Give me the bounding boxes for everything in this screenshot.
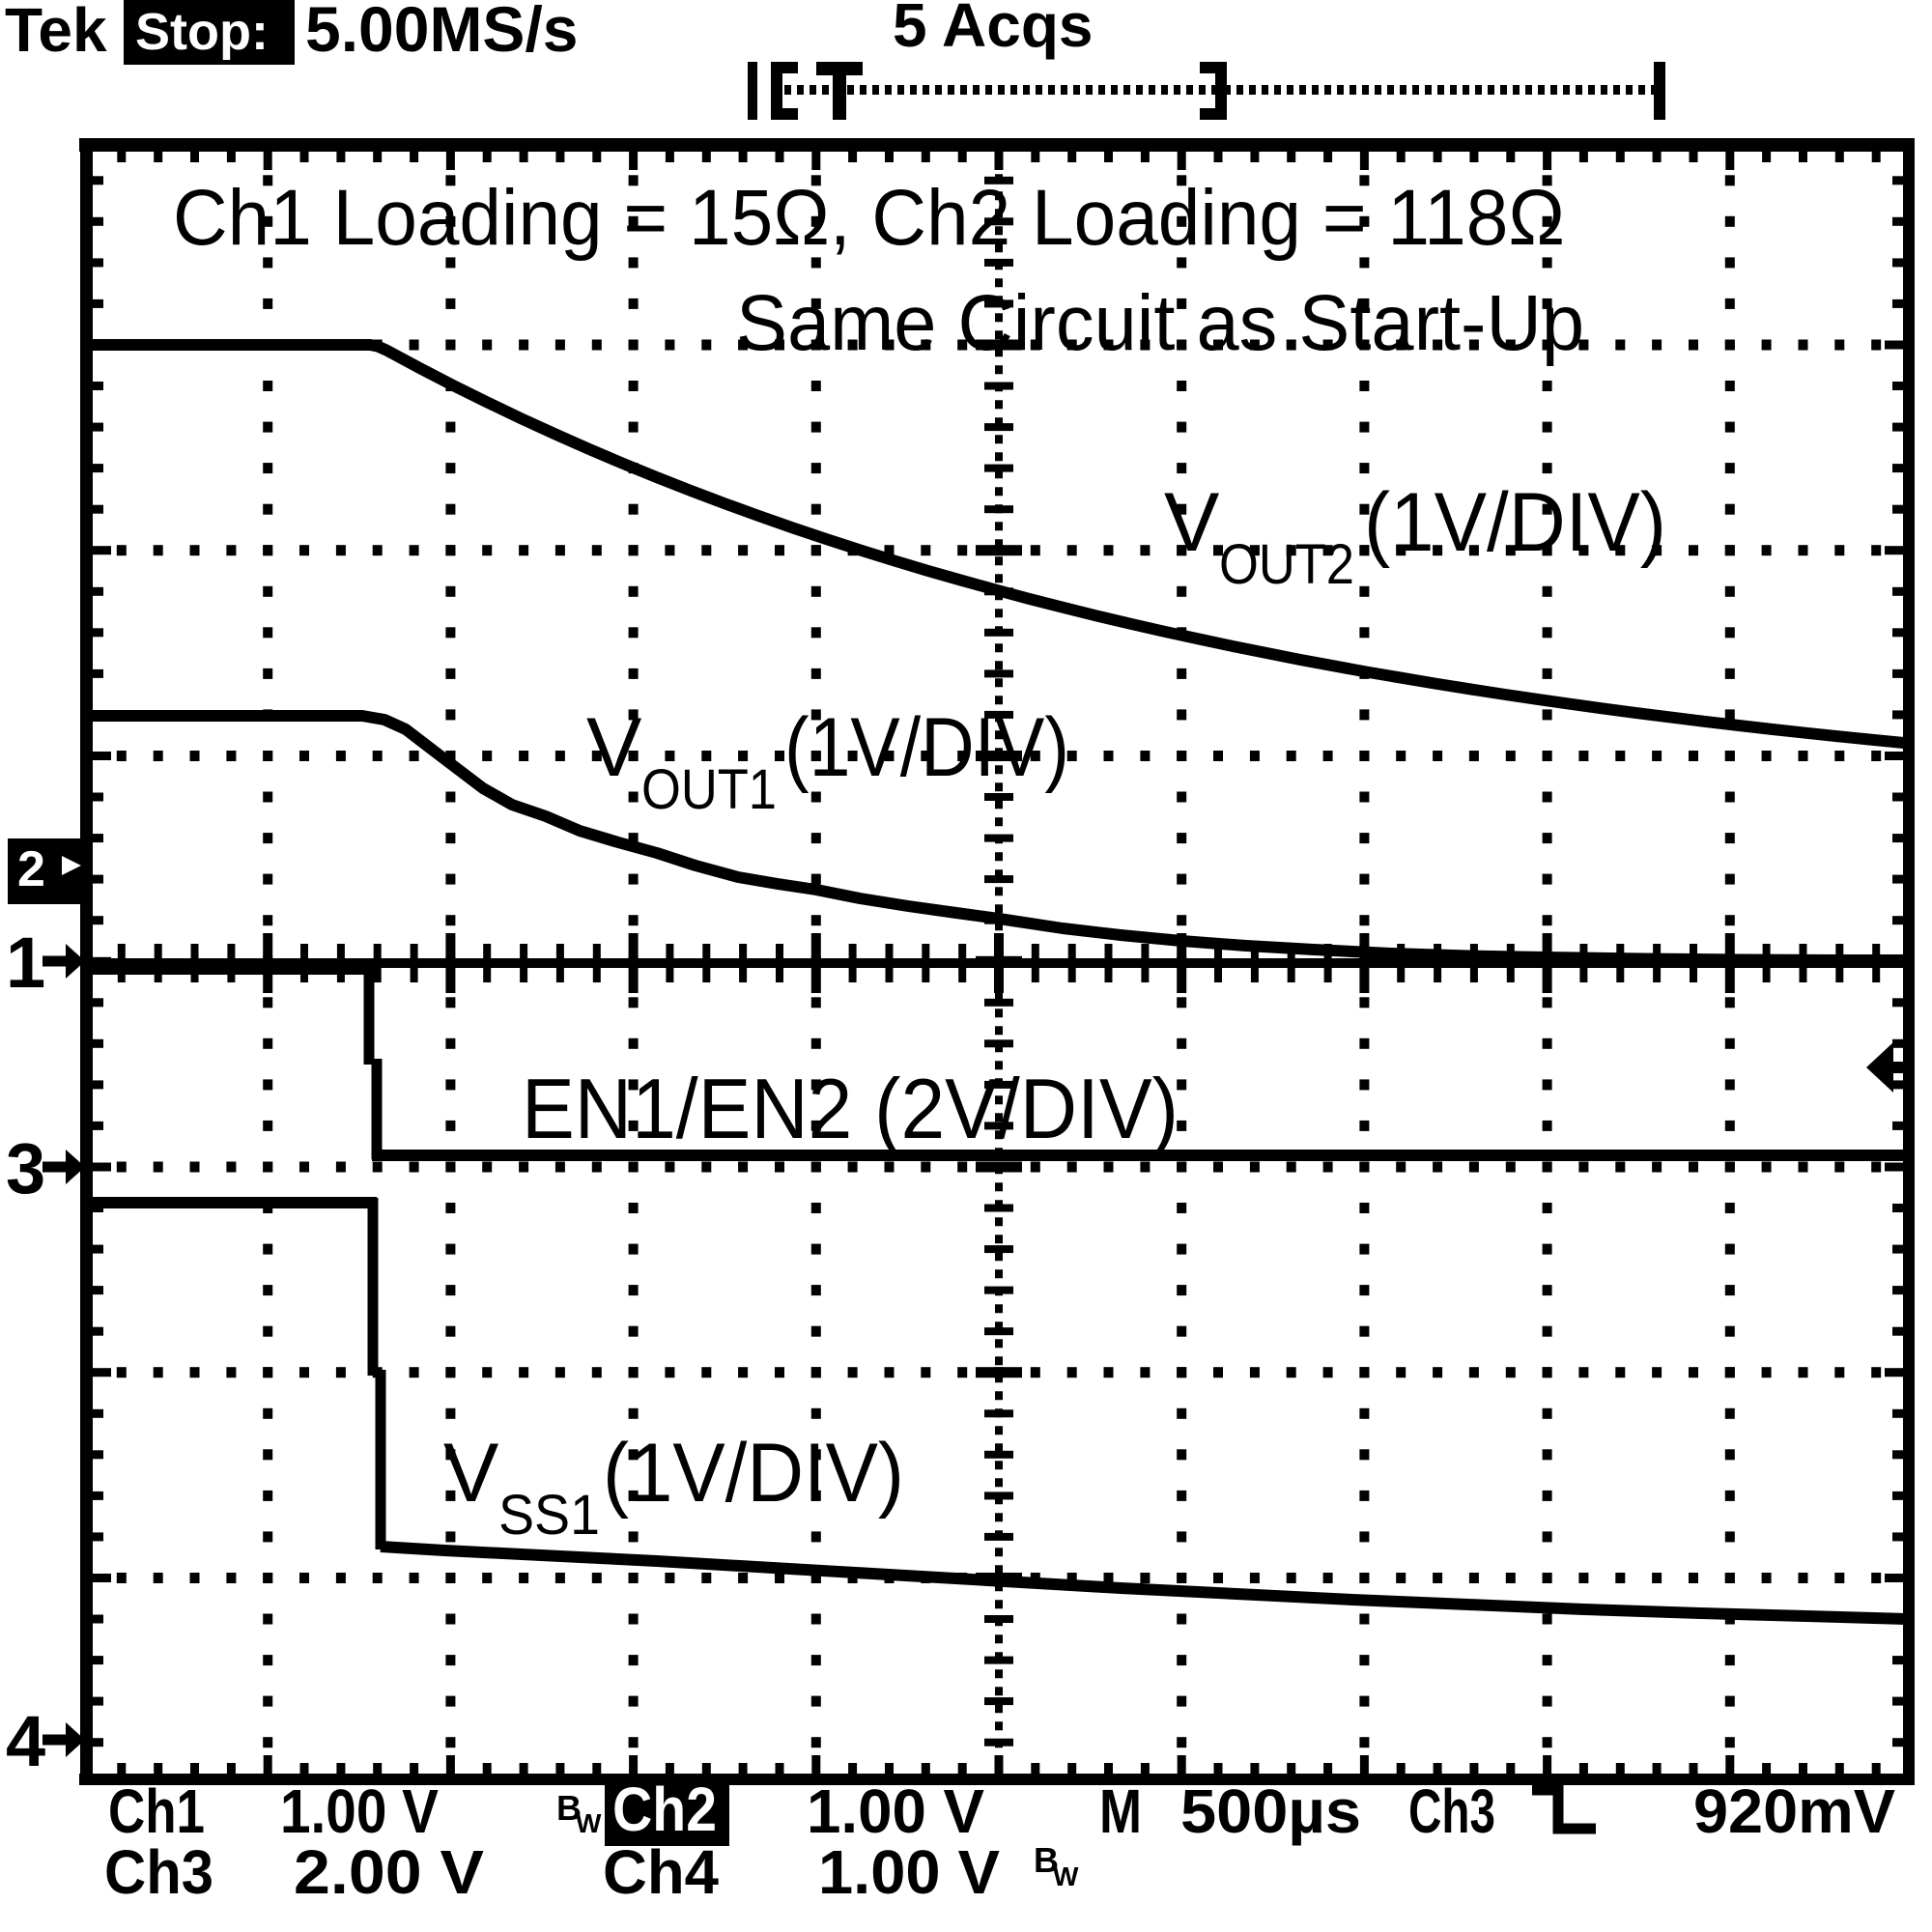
- svg-text:1.00 V: 1.00 V: [807, 1776, 984, 1846]
- svg-text:1.00 V: 1.00 V: [280, 1776, 439, 1846]
- svg-text:2: 2: [17, 841, 45, 897]
- svg-text:OUT2: OUT2: [1219, 533, 1354, 596]
- svg-text:SS1: SS1: [498, 1484, 600, 1547]
- svg-text:W: W: [1053, 1861, 1079, 1891]
- svg-text:3: 3: [6, 1128, 45, 1208]
- svg-text:Ch2: Ch2: [612, 1775, 717, 1844]
- svg-text:4: 4: [6, 1701, 45, 1781]
- svg-text:1: 1: [6, 923, 45, 1003]
- svg-text:500µs: 500µs: [1180, 1776, 1361, 1846]
- svg-text:920mV: 920mV: [1693, 1776, 1895, 1846]
- svg-text:Ch1 Loading = 15Ω, Ch2 Loading: Ch1 Loading = 15Ω, Ch2 Loading = 118Ω: [173, 174, 1565, 262]
- svg-text:5.00MS/s: 5.00MS/s: [305, 0, 579, 65]
- svg-text:Same Circuit as Start-Up: Same Circuit as Start-Up: [736, 279, 1584, 367]
- svg-text:Stop:: Stop:: [135, 3, 269, 61]
- svg-text:5 Acqs: 5 Acqs: [893, 0, 1094, 60]
- svg-text:Tek: Tek: [5, 0, 107, 65]
- svg-text:EN1/EN2 (2V/DIV): EN1/EN2 (2V/DIV): [522, 1061, 1179, 1156]
- svg-text:W: W: [576, 1808, 602, 1838]
- svg-text:(1V/DIV): (1V/DIV): [1364, 476, 1666, 569]
- svg-text:(1V/DIV): (1V/DIV): [603, 1427, 904, 1520]
- svg-text:Ch3: Ch3: [1408, 1776, 1495, 1846]
- svg-text:M: M: [1099, 1776, 1142, 1846]
- svg-text:Ch3: Ch3: [104, 1837, 213, 1907]
- svg-text:V: V: [443, 1427, 498, 1520]
- svg-text:(1V/DIV): (1V/DIV): [784, 701, 1069, 794]
- svg-text:V: V: [586, 701, 641, 794]
- svg-text:OUT1: OUT1: [641, 758, 777, 821]
- svg-text:Ch1: Ch1: [108, 1776, 205, 1846]
- svg-text:1.00 V: 1.00 V: [818, 1837, 1000, 1907]
- svg-text:Ch4: Ch4: [603, 1837, 719, 1907]
- svg-text:B: B: [1034, 1840, 1059, 1880]
- svg-text:B: B: [556, 1788, 582, 1828]
- svg-text:2.00 V: 2.00 V: [294, 1837, 484, 1907]
- svg-text:V: V: [1164, 476, 1219, 569]
